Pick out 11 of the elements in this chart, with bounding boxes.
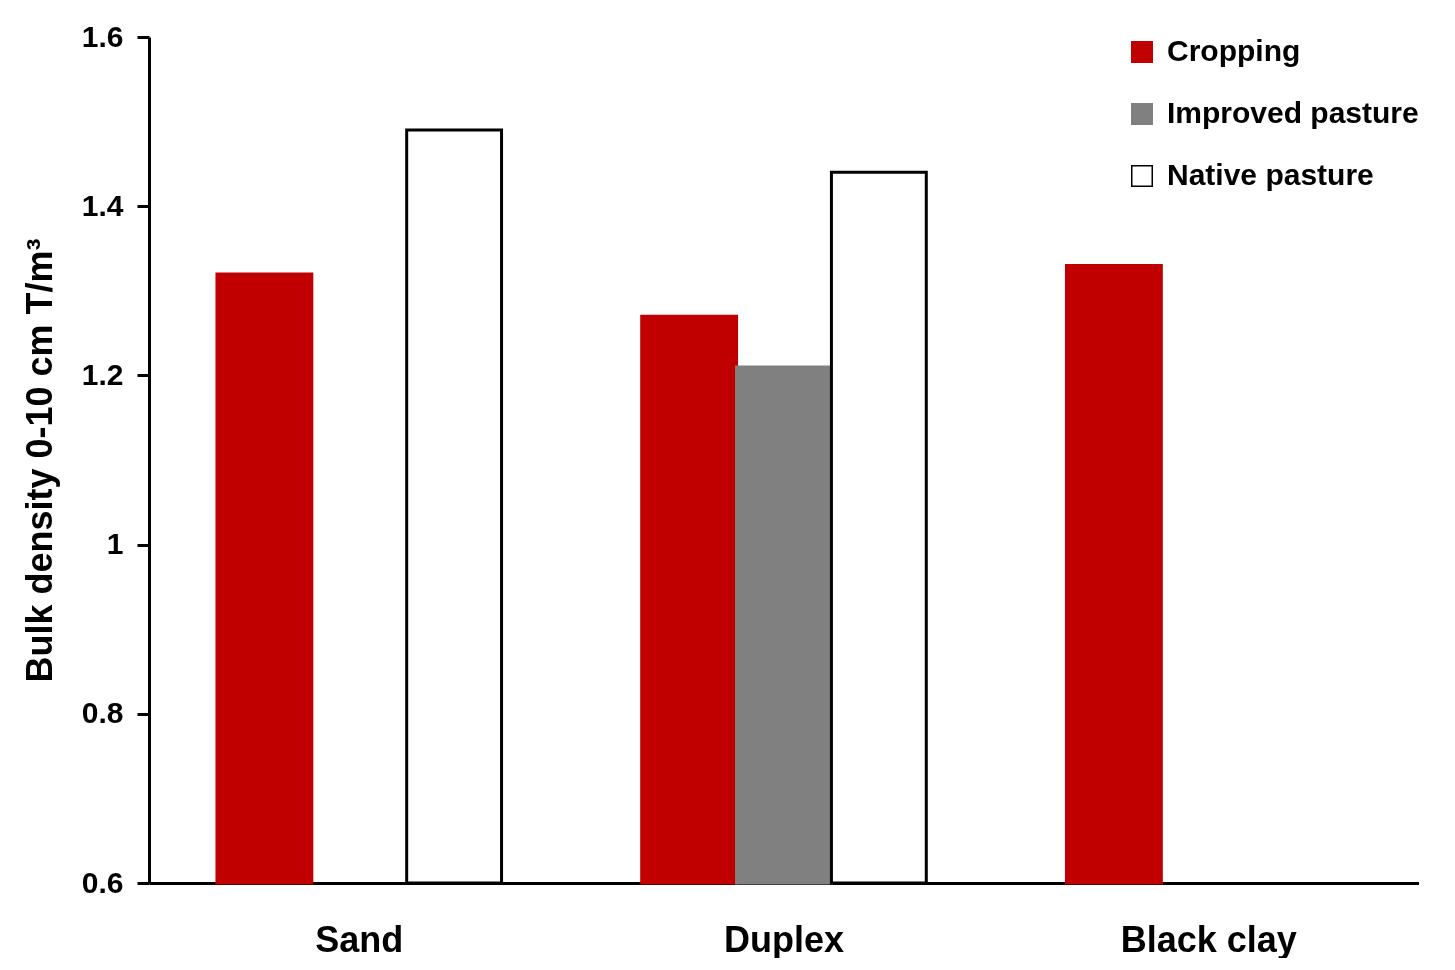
y-axis-title: Bulk density 0-10 cm T/m³ (18, 238, 60, 683)
y-tick-label: 0.8 (81, 696, 124, 730)
legend-label: Cropping (1167, 34, 1301, 67)
y-tick-label: 1.6 (81, 19, 124, 53)
y-tick-label: 1.4 (81, 188, 124, 222)
y-tick-label: 1 (106, 527, 124, 561)
legend-label: Improved pasture (1167, 96, 1419, 129)
legend-label: Native pasture (1167, 158, 1374, 191)
x-tick-label: Sand (315, 918, 404, 960)
y-tick-label: 0.6 (81, 865, 124, 899)
y-tick-label: 1.2 (81, 357, 124, 391)
